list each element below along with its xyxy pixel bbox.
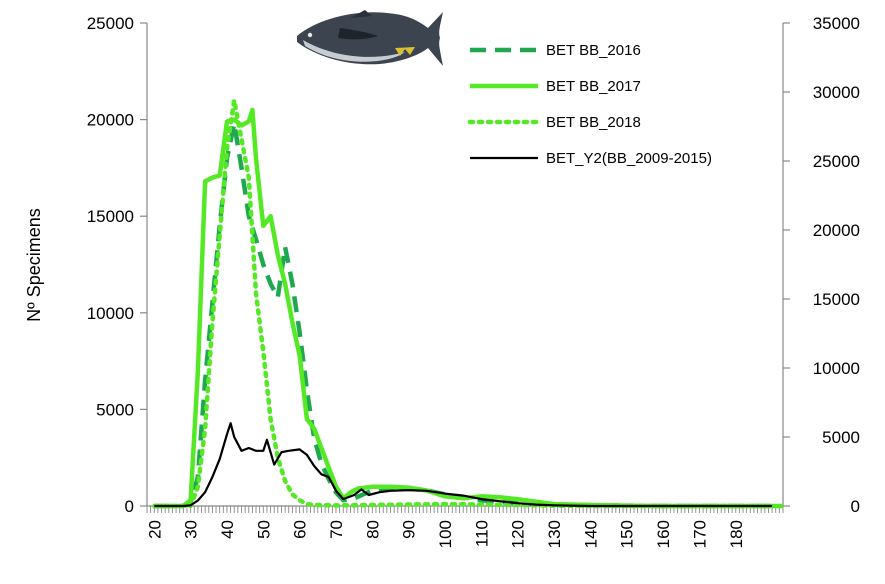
y-left-tick-label: 25000 <box>87 14 134 33</box>
y-left-ticks: 0 5000 10000 15000 20000 25000 <box>87 14 147 516</box>
x-tick-label: 130 <box>545 520 564 548</box>
x-tick-label: 90 <box>400 520 419 539</box>
x-tick-label: 160 <box>654 520 673 548</box>
series-line-2 <box>154 107 783 509</box>
y-left-tick-label: 10000 <box>87 304 134 323</box>
y-right-tick-label: 10000 <box>813 359 860 378</box>
tuna-fish-image <box>297 10 443 66</box>
x-tick-label: 80 <box>363 520 382 539</box>
x-tick-label: 30 <box>182 520 201 539</box>
x-tick-label: 70 <box>327 520 346 539</box>
y-right-tick-label: 5000 <box>822 428 860 447</box>
legend-label: BET BB_2018 <box>546 114 641 131</box>
series-line-4 <box>154 422 773 508</box>
y-axis-title: Nº Specimens <box>24 208 44 322</box>
x-tick-label: 150 <box>618 520 637 548</box>
x-tick-labels: 20 30 40 50 60 70 80 90 100 110 120 130 140 150 160 170… <box>145 520 745 548</box>
y-right-tick-label: 30000 <box>813 83 860 102</box>
x-tick-label: 140 <box>581 520 600 548</box>
x-tick-label: 50 <box>254 520 273 539</box>
x-tick-label: 110 <box>472 520 491 547</box>
x-tick-label: 120 <box>509 520 528 548</box>
x-tick-label: 60 <box>291 520 310 539</box>
legend-label: BET BB_2017 <box>546 78 641 95</box>
legend-label: BET BB_2016 <box>546 42 641 59</box>
y-left-tick-label: 0 <box>125 497 134 516</box>
y-right-tick-label: 0 <box>851 497 860 516</box>
legend-label: BET_Y2(BB_2009-2015) <box>546 150 712 167</box>
series-line-3 <box>152 98 775 509</box>
y-right-tick-label: 25000 <box>813 152 860 171</box>
y-right-ticks: 0 5000 10000 15000 20000 25000 30000 35000 <box>783 14 860 516</box>
y-right-tick-label: 20000 <box>813 221 860 240</box>
x-tick-label: 100 <box>436 520 455 548</box>
legend: BET BB_2016 BET BB_2017 BET BB_2018 BET_Y2(… <box>467 42 712 167</box>
y-left-tick-label: 15000 <box>87 207 134 226</box>
y-right-tick-label: 35000 <box>813 14 860 33</box>
x-tick-label: 40 <box>218 520 237 539</box>
x-tick-label: 20 <box>145 520 164 539</box>
x-tick-label: 170 <box>690 520 709 548</box>
x-tick-label: 180 <box>727 520 746 548</box>
series-line-1 <box>154 121 773 509</box>
y-right-tick-label: 15000 <box>813 290 860 309</box>
y-left-tick-label: 5000 <box>96 400 134 419</box>
y-left-tick-label: 20000 <box>87 111 134 130</box>
series-layer <box>152 98 783 509</box>
